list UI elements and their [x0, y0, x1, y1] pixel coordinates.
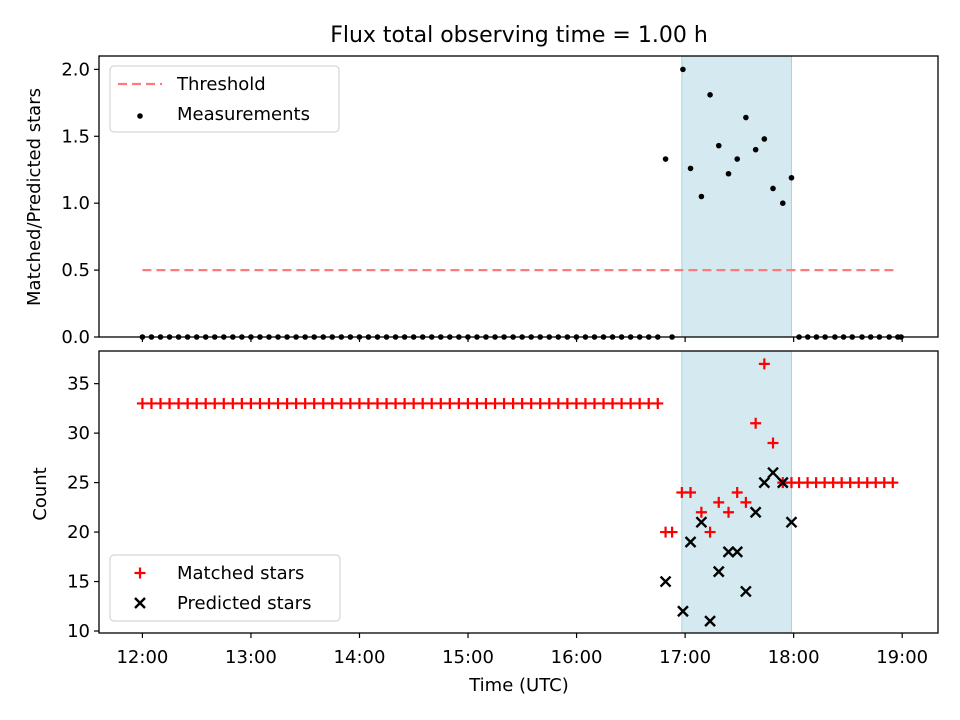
legend: Threshold Measurements — [109, 65, 340, 133]
measurement-point — [788, 174, 795, 181]
y-tick-label: 25 — [67, 473, 90, 494]
matched-star-point — [750, 417, 762, 429]
x-tick-label: 19:00 — [876, 647, 928, 668]
predicted-star-point — [785, 516, 798, 529]
y-tick-label: 2.0 — [61, 59, 90, 80]
matched-star-point — [740, 496, 752, 508]
matched-star-point — [704, 526, 716, 538]
x-tick-label: 12:00 — [116, 647, 168, 668]
predicted-star-point — [712, 565, 725, 578]
legend-box — [109, 554, 341, 622]
predicted-star-point — [695, 516, 708, 529]
y-tick-label: 30 — [67, 423, 90, 444]
y-tick-label: 0.5 — [61, 260, 90, 281]
matched-star-point — [666, 526, 678, 538]
top-y-axis-label: Matched/Predicted stars — [24, 88, 45, 306]
x-tick-label: 16:00 — [551, 647, 603, 668]
matched-star-point — [887, 477, 899, 489]
matched-star-point — [767, 437, 779, 449]
matched-star-point — [685, 486, 697, 498]
legend-predicted-swatch — [134, 597, 146, 609]
measurement-point — [698, 193, 705, 200]
y-tick-label: 1.0 — [61, 193, 90, 214]
predicted-star-point — [749, 506, 762, 519]
predicted-star-point — [731, 546, 744, 558]
measurement-point — [761, 136, 768, 142]
matched-star-point — [785, 477, 797, 489]
axes-frame — [98, 55, 939, 338]
legend-label: Threshold — [176, 74, 266, 95]
legend-measurement-swatch — [137, 113, 143, 119]
predicted-star-point — [722, 546, 735, 558]
measurement-point — [687, 165, 694, 172]
measurement-point — [680, 66, 686, 73]
measurement-point — [734, 156, 741, 162]
y-tick-label: 0.0 — [61, 327, 90, 348]
y-tick-label: 10 — [67, 621, 90, 642]
legend-label: Matched stars — [177, 563, 304, 584]
top-panel: 0.0 0.5 1.0 1.5 2.0 Threshold Measurements — [61, 55, 939, 348]
bottom-panel: 10 15 20 25 30 35 12:00 13:00 14:00 15:00 16:00 17:… — [67, 350, 939, 668]
measurement-point — [662, 156, 669, 162]
measurement-point — [715, 142, 722, 149]
legend-label: Predicted stars — [177, 593, 311, 614]
predicted-star-point — [740, 585, 752, 598]
x-tick-label: 15:00 — [442, 647, 494, 668]
legend-matched-swatch — [134, 567, 146, 579]
matched-star-point — [695, 506, 707, 518]
predicted-star-point — [758, 476, 771, 489]
y-tick-label: 20 — [67, 522, 90, 543]
shaded-interval — [681, 55, 792, 338]
predicted-star-point — [704, 615, 716, 627]
measurement-point — [743, 114, 749, 121]
x-axis-label: Time (UTC) — [468, 675, 569, 696]
matched-stars-series — [136, 358, 899, 538]
matched-star-point — [713, 496, 725, 508]
axes-frame — [98, 350, 939, 634]
x-tick-label: 17:00 — [659, 647, 711, 668]
legend-box — [109, 65, 340, 133]
predicted-star-point — [767, 466, 779, 479]
y-tick-label: 15 — [67, 572, 90, 593]
measurement-point — [779, 200, 786, 206]
predicted-star-point — [776, 476, 789, 489]
bottom-y-axis-label: Count — [30, 467, 51, 520]
legend-label: Measurements — [177, 104, 310, 125]
x-tick-label: 18:00 — [768, 647, 820, 668]
predicted-stars-series — [659, 466, 798, 627]
measurement-point — [770, 185, 776, 192]
predicted-star-point — [684, 536, 697, 548]
chart-title: Flux total observing time = 1.00 h — [330, 23, 708, 48]
matched-star-point — [723, 506, 735, 518]
x-tick-label: 14:00 — [334, 647, 386, 668]
measurement-point — [725, 170, 732, 177]
predicted-star-point — [659, 575, 672, 588]
predicted-star-point — [677, 605, 689, 618]
matched-star-point — [758, 358, 770, 370]
legend: Matched stars Predicted stars — [109, 554, 341, 622]
y-tick-label: 35 — [67, 374, 90, 395]
matched-star-point — [731, 486, 743, 498]
x-tick-label: 13:00 — [225, 647, 277, 668]
measurement-point — [707, 92, 713, 98]
y-tick-label: 1.5 — [61, 126, 90, 147]
matched-star-point — [652, 397, 664, 409]
measurement-point — [752, 146, 759, 153]
